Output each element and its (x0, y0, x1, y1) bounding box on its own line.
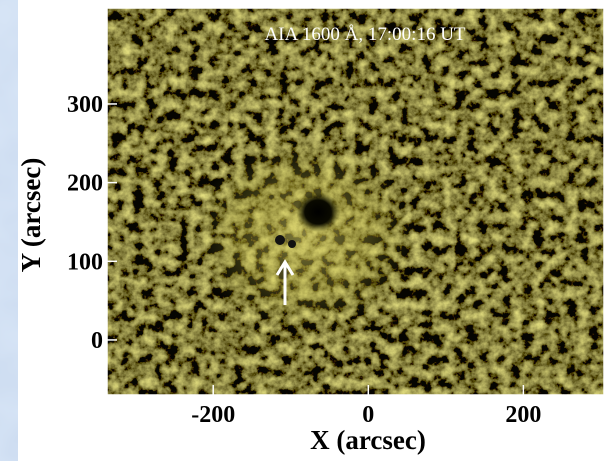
plage (195, 140, 415, 330)
y-tick-label: 300 (67, 92, 103, 118)
x-tick-label: 0 (362, 402, 374, 428)
pore (275, 235, 285, 245)
y-tick-label: 0 (91, 328, 103, 354)
sunspot (296, 192, 340, 232)
x-axis-label: X (arcsec) (310, 425, 426, 455)
solar-image (107, 8, 604, 395)
y-tick-label: 100 (67, 249, 103, 275)
x-tick-label: -200 (191, 402, 235, 428)
figure: AIA 1600 Å, 17:00:16 UT X (arcsec) Y (ar… (0, 0, 604, 461)
page: {"chart_data": {"type": "image", "title"… (0, 0, 604, 461)
chart-title: AIA 1600 Å, 17:00:16 UT (264, 24, 465, 45)
pore (288, 240, 296, 248)
x-tick-label: 200 (505, 402, 541, 428)
y-axis-label: Y (arcsec) (16, 158, 46, 273)
y-tick-label: 200 (67, 171, 103, 197)
